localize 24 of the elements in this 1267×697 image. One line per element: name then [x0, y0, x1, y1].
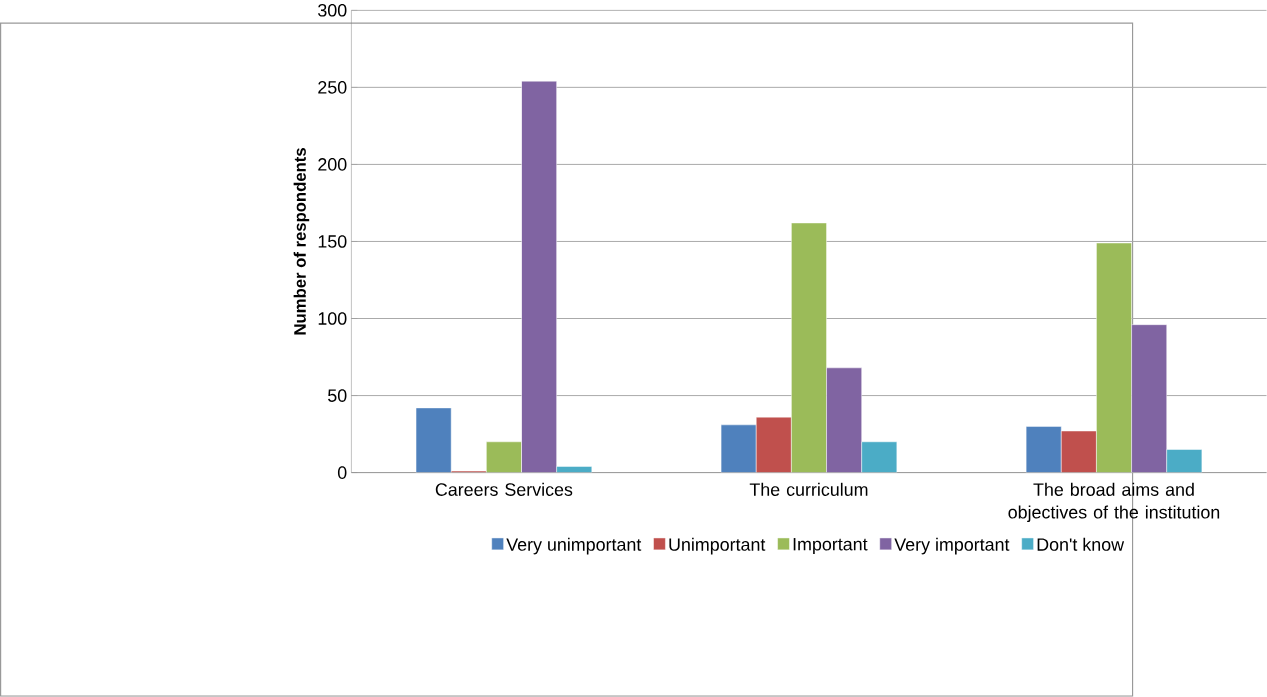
y-tick-label: 0: [337, 466, 347, 480]
bar: [1025, 426, 1062, 473]
legend-label: Important: [793, 538, 868, 555]
y-axis-title: Number of respondents: [293, 148, 310, 335]
y-tick-label: 50: [328, 389, 347, 403]
y-tick-label: 250: [318, 81, 347, 94]
y-tick-label: 300: [318, 4, 347, 17]
x-tick-label: The curriculum: [749, 482, 868, 497]
bar: [861, 441, 898, 473]
bar: [720, 424, 757, 473]
y-tick-label: 150: [318, 235, 347, 248]
legend-label: Don't know: [1037, 537, 1125, 551]
legend-label: Very unimportant: [506, 537, 642, 555]
y-tick-label: 200: [318, 158, 347, 171]
y-tick-label: 100: [318, 312, 347, 325]
bar: [1166, 449, 1203, 473]
x-tick-label: The broad aims and objectives of the institution: [1008, 482, 1220, 523]
legend-label: Unimportant: [669, 537, 766, 555]
bar: [521, 81, 557, 473]
x-tick-label: Careers Services: [435, 482, 573, 497]
legend-label: Very important: [894, 537, 1010, 555]
bar: [1131, 324, 1167, 473]
bar: [415, 407, 452, 473]
bar: [826, 367, 862, 473]
